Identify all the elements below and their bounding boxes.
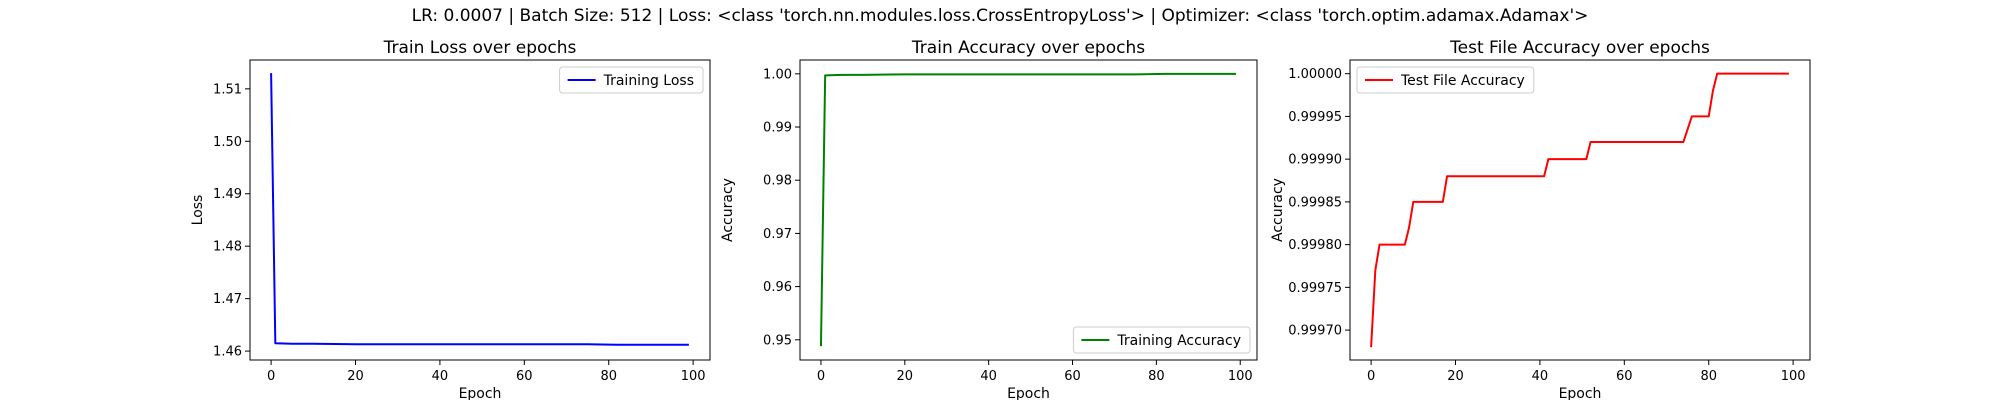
train-loss-y-tick-label: 1.49 <box>213 187 242 202</box>
train-accuracy-x-tick-label: 40 <box>980 369 997 384</box>
train-accuracy-x-tick-label: 20 <box>897 369 914 384</box>
train-accuracy-y-tick-label: 0.99 <box>763 121 792 136</box>
train-accuracy-x-tick-label: 80 <box>1148 369 1165 384</box>
train-accuracy-title: Train Accuracy over epochs <box>911 38 1145 58</box>
train-accuracy-panel: Train Accuracy over epochs 0 20 40 60 80 100 0.… <box>720 38 1258 400</box>
train-loss-y-axis-label: Loss <box>190 195 206 226</box>
train-accuracy-x-tick-label: 0 <box>817 369 825 384</box>
test-accuracy-x-tick-label: 0 <box>1367 369 1375 384</box>
test-accuracy-x-tick-label: 60 <box>1616 369 1633 384</box>
train-loss-x-axis-label: Epoch <box>459 386 502 400</box>
train-loss-x-tick-label: 20 <box>347 369 364 384</box>
test-accuracy-y-tick-label: 0.99995 <box>1288 110 1342 125</box>
train-accuracy-y-tick-label: 0.97 <box>763 227 792 242</box>
test-accuracy-legend-box <box>1356 66 1535 94</box>
train-loss-x-tick-label: 40 <box>432 369 449 384</box>
test-accuracy-y-tick-label: 0.99990 <box>1288 153 1342 168</box>
train-loss-panel: Train Loss over epochs 0 20 40 60 80 100 1.46 1.… <box>190 38 711 400</box>
train-loss-x-tick-label: 0 <box>267 369 275 384</box>
test-accuracy-legend-label: Test File Accuracy <box>1400 73 1525 89</box>
train-accuracy-x-tick-label: 100 <box>1228 369 1253 384</box>
train-accuracy-y-tick-label: 0.95 <box>763 333 792 348</box>
train-accuracy-y-tick-label: 0.98 <box>763 174 792 189</box>
train-accuracy-x-axis-label: Epoch <box>1007 386 1050 400</box>
train-loss-legend-box <box>559 66 704 94</box>
test-accuracy-legend: Test File Accuracy <box>1356 66 1535 94</box>
train-loss-y-tick-label: 1.50 <box>213 135 242 150</box>
test-accuracy-x-axis-label: Epoch <box>1559 386 1602 400</box>
train-accuracy-y-axis-label: Accuracy <box>720 178 736 242</box>
test-accuracy-x-tick-label: 80 <box>1700 369 1717 384</box>
test-accuracy-x-tick-label: 100 <box>1781 369 1806 384</box>
train-loss-x-tick-label: 60 <box>516 369 533 384</box>
test-accuracy-series-line <box>1370 72 1789 348</box>
figure-title: LR: 0.0007 | Batch Size: 512 | Loss: <cl… <box>411 6 1589 26</box>
train-loss-y-tick-label: 1.47 <box>213 292 242 307</box>
test-accuracy-y-tick-label: 0.99985 <box>1288 195 1342 210</box>
train-accuracy-axes-frame <box>799 59 1258 361</box>
train-accuracy-legend: Training Accuracy <box>1072 326 1251 354</box>
test-accuracy-y-tick-label: 0.99970 <box>1288 324 1342 339</box>
test-accuracy-title: Test File Accuracy over epochs <box>1449 38 1710 58</box>
train-loss-y-tick-label: 1.48 <box>213 240 242 255</box>
train-accuracy-x-tick-label: 60 <box>1064 369 1081 384</box>
test-accuracy-x-tick-label: 20 <box>1447 369 1464 384</box>
train-loss-title: Train Loss over epochs <box>383 38 577 58</box>
train-accuracy-legend-label: Training Accuracy <box>1116 333 1241 349</box>
test-accuracy-axes-frame <box>1349 59 1811 361</box>
train-accuracy-y-tick-label: 0.96 <box>763 280 792 295</box>
train-accuracy-series-line <box>819 72 1237 347</box>
test-accuracy-y-axis-label: Accuracy <box>1270 178 1286 242</box>
test-accuracy-y-tick-label: 1.00000 <box>1288 67 1342 82</box>
train-accuracy-legend-box <box>1072 326 1251 354</box>
train-loss-y-tick-label: 1.51 <box>213 82 242 97</box>
test-accuracy-y-tick-label: 0.99975 <box>1288 281 1342 296</box>
train-accuracy-y-tick-label: 1.00 <box>763 67 792 82</box>
test-accuracy-panel: Test File Accuracy over epochs 0 20 40 60 80 1… <box>1270 38 1811 400</box>
train-loss-x-tick-label: 80 <box>600 369 617 384</box>
train-loss-x-tick-label: 100 <box>681 369 706 384</box>
train-loss-legend: Training Loss <box>559 66 704 94</box>
train-loss-legend-label: Training Loss <box>603 73 694 89</box>
test-accuracy-x-tick-label: 40 <box>1532 369 1549 384</box>
train-loss-series-line <box>270 73 689 346</box>
test-accuracy-y-tick-label: 0.99980 <box>1288 238 1342 253</box>
train-loss-y-tick-label: 1.46 <box>213 345 242 360</box>
train-loss-axes-frame <box>249 59 711 361</box>
